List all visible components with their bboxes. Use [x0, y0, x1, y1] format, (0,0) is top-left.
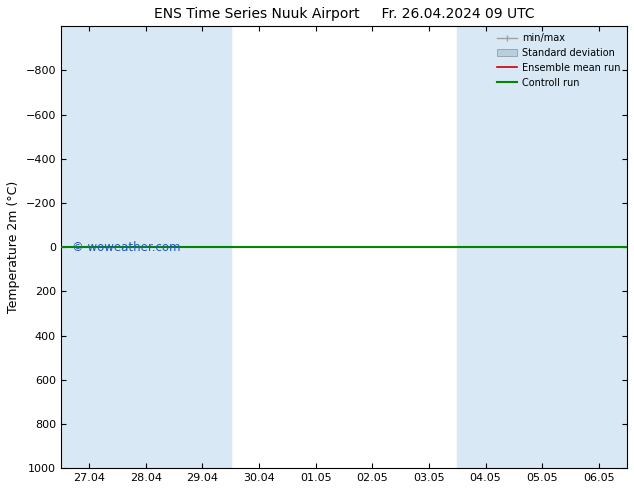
Bar — [571, 26, 627, 468]
Text: © woweather.com: © woweather.com — [72, 241, 181, 254]
Bar — [61, 26, 231, 468]
Title: ENS Time Series Nuuk Airport     Fr. 26.04.2024 09 UTC: ENS Time Series Nuuk Airport Fr. 26.04.2… — [153, 7, 534, 21]
Bar — [457, 26, 627, 468]
Legend: min/max, Standard deviation, Ensemble mean run, Controll run: min/max, Standard deviation, Ensemble me… — [493, 29, 624, 92]
Y-axis label: Temperature 2m (°C): Temperature 2m (°C) — [7, 181, 20, 314]
